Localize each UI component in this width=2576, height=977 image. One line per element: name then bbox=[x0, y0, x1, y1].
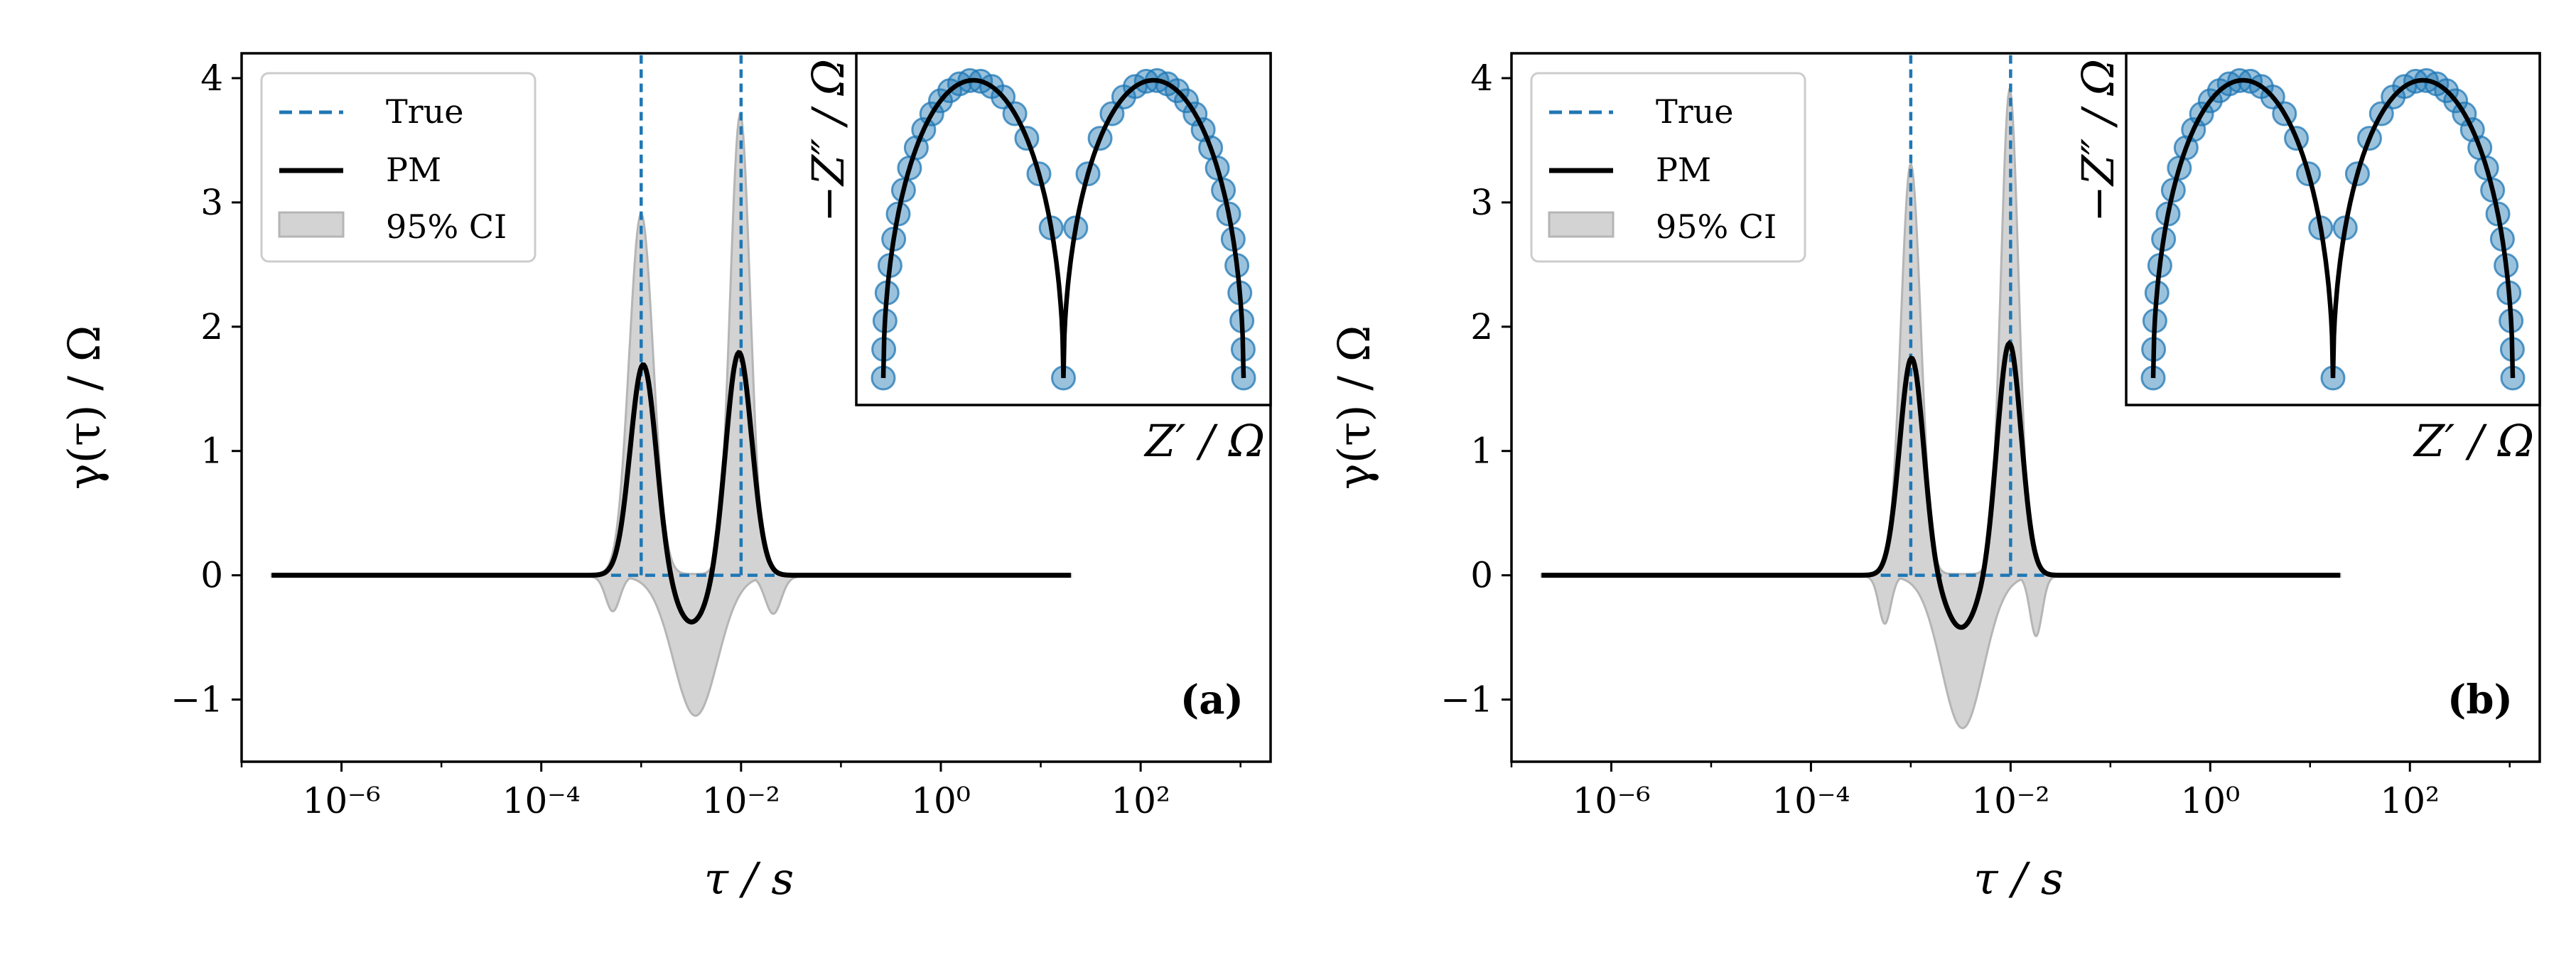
x-tick-label: 10⁰ bbox=[2180, 780, 2240, 821]
x-tick-label: 10² bbox=[1111, 780, 1170, 821]
y-tick-label: 1 bbox=[1470, 431, 1493, 472]
x-tick-label: 10⁻⁴ bbox=[1772, 780, 1850, 821]
pm-line bbox=[1541, 340, 2341, 630]
pm-line bbox=[271, 350, 1071, 625]
y-tick-label: −1 bbox=[171, 679, 223, 720]
x-tick-label: 10⁻⁴ bbox=[502, 780, 581, 821]
plot-area bbox=[270, 53, 1072, 717]
legend-true-label: True bbox=[386, 92, 464, 131]
axes-frame bbox=[240, 52, 1272, 763]
y-tick-label: 2 bbox=[200, 306, 223, 347]
x-axis-label: τ / s bbox=[704, 853, 794, 905]
inset-fit-line bbox=[880, 77, 1246, 379]
x-axis-label: τ / s bbox=[1973, 853, 2063, 905]
inset-y-label: −Z″ / Ω bbox=[802, 59, 854, 222]
panel-b: 10⁻⁶ 10⁻⁴ 10⁻² 10⁰ 10² −1 0 1 2 3 4 τ / s γ(τ) / Ω (b… bbox=[1328, 52, 2541, 905]
y-tick-label: 3 bbox=[200, 182, 223, 223]
legend-ci-swatch bbox=[278, 211, 345, 238]
inset-x-label: Z′ / Ω bbox=[2413, 415, 2534, 467]
x-tick-label: 10² bbox=[2380, 780, 2440, 821]
y-tick-label: 4 bbox=[1470, 58, 1493, 99]
y-tick-label: 0 bbox=[200, 555, 223, 596]
x-tick-label: 10⁻⁶ bbox=[1572, 780, 1650, 821]
panel-tag: (b) bbox=[2447, 676, 2513, 723]
y-tick-label: 2 bbox=[1470, 306, 1493, 347]
legend: True PM 95% CI bbox=[1530, 72, 1806, 263]
x-tick-label: 10⁻² bbox=[1971, 780, 2049, 821]
x-tick-label: 10⁻⁶ bbox=[303, 780, 381, 821]
y-tick-label: 3 bbox=[1470, 182, 1493, 223]
legend-true-label: True bbox=[1656, 92, 1734, 131]
inset-fit-line bbox=[2150, 77, 2516, 379]
inset-nyquist: Z′ / Ω −Z″ / Ω bbox=[2072, 52, 2541, 467]
legend: True PM 95% CI bbox=[260, 72, 537, 263]
inset-x-label: Z′ / Ω bbox=[1143, 415, 1265, 467]
legend-pm-label: PM bbox=[1656, 151, 1711, 189]
y-tick-label: 1 bbox=[200, 431, 223, 472]
x-tick-label: 10⁰ bbox=[911, 780, 971, 821]
legend-ci-label: 95% CI bbox=[386, 207, 507, 246]
y-tick-label: 4 bbox=[200, 58, 223, 99]
legend-ci-swatch bbox=[1548, 211, 1615, 238]
y-axis-label: γ(τ) / Ω bbox=[1328, 325, 1380, 490]
panel-tag: (a) bbox=[1180, 676, 1244, 723]
y-tick-label: 0 bbox=[1470, 555, 1493, 596]
axes-frame bbox=[1510, 52, 2541, 763]
plot-area bbox=[1540, 53, 2341, 730]
panel-a: 10⁻⁶ 10⁻⁴ 10⁻² 10⁰ 10² −1 0 1 2 3 4 τ / s γ(τ) / Ω (a… bbox=[58, 52, 1272, 905]
y-tick-label: −1 bbox=[1440, 679, 1493, 720]
x-tick-label: 10⁻² bbox=[702, 780, 780, 821]
legend-pm-label: PM bbox=[386, 151, 441, 189]
inset-nyquist: Z′ / Ω −Z″ / Ω bbox=[802, 52, 1272, 467]
legend-ci-label: 95% CI bbox=[1656, 207, 1777, 246]
inset-y-label: −Z″ / Ω bbox=[2072, 59, 2124, 222]
y-axis-label: γ(τ) / Ω bbox=[58, 325, 110, 490]
